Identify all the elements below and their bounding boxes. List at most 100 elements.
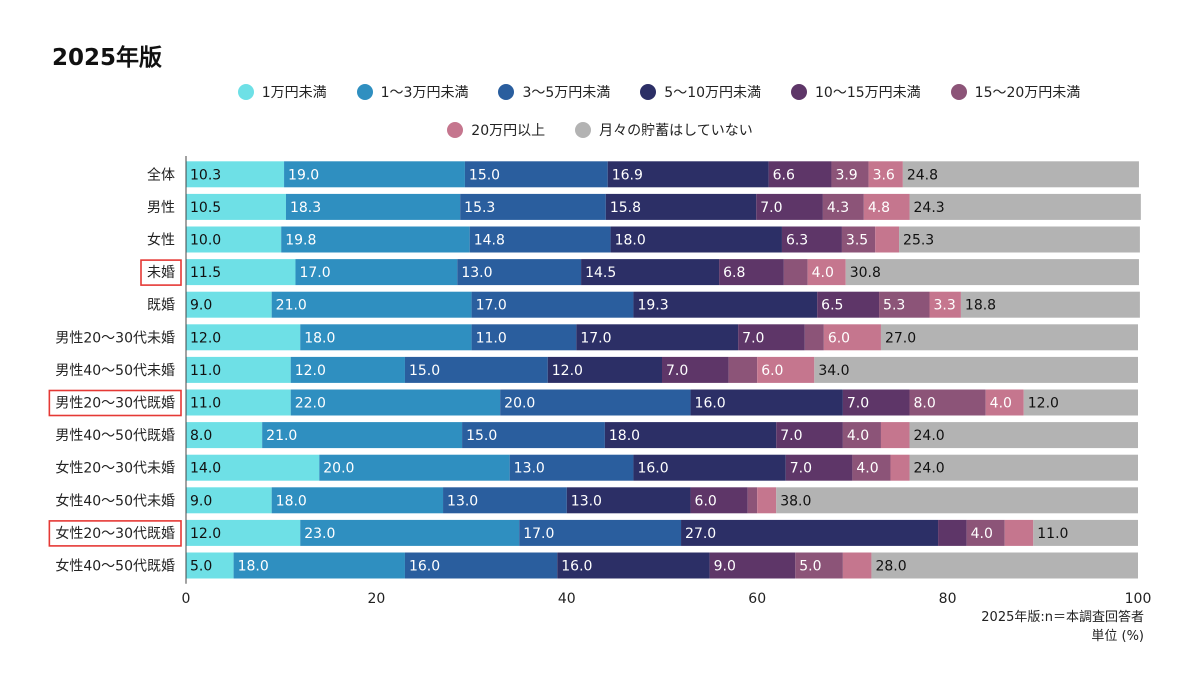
bar-segment <box>719 259 784 286</box>
bar-segment <box>605 193 757 220</box>
legend-label: 1〜3万円未満 <box>380 85 469 101</box>
category-label: 既婚 <box>147 298 175 314</box>
data-label: 10.0 <box>190 233 221 249</box>
bar-segment <box>633 454 786 481</box>
data-label: 22.0 <box>295 396 326 412</box>
data-label: 9.0 <box>714 559 736 575</box>
bar-segment <box>404 552 558 579</box>
category-label: 男性 <box>147 200 175 216</box>
data-label: 7.0 <box>790 461 812 477</box>
bar-segment <box>709 552 796 579</box>
data-label: 18.8 <box>965 298 996 314</box>
bar-segment <box>186 389 291 416</box>
bar-segment <box>285 193 461 220</box>
x-tick-label: 20 <box>367 591 385 607</box>
data-label: 15.0 <box>466 428 497 444</box>
data-label: 4.0 <box>971 526 993 542</box>
data-label: 6.0 <box>761 363 783 379</box>
data-label: 12.0 <box>190 526 221 542</box>
data-label: 5.0 <box>190 559 212 575</box>
highlight-box <box>140 259 182 286</box>
legend-item: 10〜15万円未満 <box>791 82 921 102</box>
bar-segment <box>690 389 843 416</box>
x-tick-label: 40 <box>558 591 576 607</box>
data-label: 9.0 <box>190 298 212 314</box>
legend-label: 10〜15万円未満 <box>815 85 921 101</box>
data-label: 10.5 <box>190 200 221 216</box>
bar-segment <box>566 487 691 514</box>
bar-segment <box>469 226 611 253</box>
bar-segment <box>871 552 1138 579</box>
bar-segment <box>757 356 815 383</box>
bar-segment <box>909 454 1138 481</box>
bar-segment <box>841 226 876 253</box>
chart-note: 2025年版:n＝本調査回答者 単位 (%) <box>981 608 1144 646</box>
bar-segment <box>186 454 320 481</box>
data-label: 6.8 <box>723 265 745 281</box>
bar-segment <box>186 487 272 514</box>
bar-segment <box>607 161 769 188</box>
data-label: 19.8 <box>285 233 316 249</box>
bar-segment <box>823 324 881 351</box>
data-label: 12.0 <box>190 330 221 346</box>
data-label: 25.3 <box>903 233 934 249</box>
bar-segment <box>547 356 662 383</box>
bar-segment <box>271 487 444 514</box>
bar-segment <box>845 259 1139 286</box>
data-label: 18.0 <box>609 428 640 444</box>
legend-item: 1万円未満 <box>237 82 327 102</box>
bar-segment <box>880 422 910 449</box>
data-label: 15.0 <box>469 167 500 183</box>
bar-segment <box>822 193 864 220</box>
legend: 1万円未満 1〜3万円未満 3〜5万円未満 5〜10万円未満 10〜15万円未満 15〜2… <box>0 78 1200 144</box>
data-label: 19.0 <box>288 167 319 183</box>
category-label: 男性40〜50代既婚 <box>55 428 175 444</box>
bar-segment <box>852 454 891 481</box>
legend-item: 月々の貯蓄はしていない <box>575 120 753 140</box>
bar-segment <box>581 259 720 286</box>
bar-segment <box>462 422 605 449</box>
bar-segment <box>186 324 301 351</box>
bar-segment <box>186 519 301 546</box>
bar-segment <box>186 193 286 220</box>
legend-row: 1万円未満 1〜3万円未満 3〜5万円未満 5〜10万円未満 10〜15万円未満 15〜2… <box>0 78 1200 106</box>
data-label: 5.0 <box>799 559 821 575</box>
bar-segment <box>783 259 808 286</box>
bar-segment <box>460 193 606 220</box>
bar-segment <box>817 291 880 318</box>
data-label: 17.0 <box>476 298 507 314</box>
data-label: 17.0 <box>523 526 554 542</box>
data-label: 21.0 <box>266 428 297 444</box>
legend-item: 5〜10万円未満 <box>640 82 761 102</box>
data-label: 19.3 <box>637 298 668 314</box>
category-label: 女性20〜30代既婚 <box>55 525 175 542</box>
bar-segment <box>186 552 234 579</box>
bar-segment <box>186 161 285 188</box>
bar-segment <box>300 324 472 351</box>
data-label: 12.0 <box>295 363 326 379</box>
data-label: 11.5 <box>190 265 221 281</box>
data-label: 17.0 <box>580 330 611 346</box>
data-label: 7.0 <box>847 396 869 412</box>
bar-segment <box>295 259 458 286</box>
data-label: 13.0 <box>514 461 545 477</box>
data-label: 10.3 <box>190 167 221 183</box>
data-label: 8.0 <box>190 428 212 444</box>
category-label: 男性40〜50代未婚 <box>55 363 175 379</box>
data-label: 14.5 <box>585 265 616 281</box>
bar-segment <box>500 389 691 416</box>
bar-segment <box>271 291 472 318</box>
bar-segment <box>557 552 710 579</box>
bar-segment <box>985 389 1024 416</box>
category-label: 男性20〜30代既婚 <box>55 396 175 412</box>
legend-swatch <box>640 84 657 100</box>
data-label: 7.0 <box>666 363 688 379</box>
data-label: 28.0 <box>875 559 906 575</box>
data-label: 11.0 <box>190 396 221 412</box>
bar-segment <box>1004 519 1034 546</box>
data-label: 7.0 <box>760 200 782 216</box>
bar-segment <box>875 226 900 253</box>
data-label: 9.0 <box>190 493 212 509</box>
bar-segment <box>233 552 405 579</box>
